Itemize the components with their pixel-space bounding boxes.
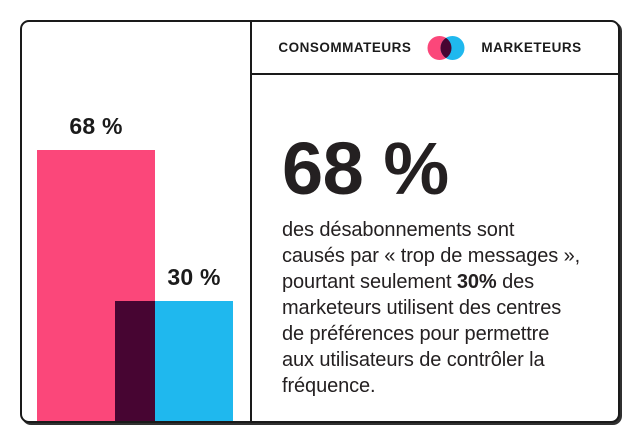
description-text: pourtant seulement xyxy=(282,271,457,293)
description-text: des xyxy=(496,271,535,293)
description-line: marketeurs utilisent des centres xyxy=(282,297,562,319)
description-line: causés par « trop de messages », xyxy=(282,245,581,267)
description-bold-stat: 30% xyxy=(456,271,497,293)
bar-overlap xyxy=(115,301,155,421)
legend-label-marketers: MARKETEURS xyxy=(481,40,582,55)
description-line: pourtant seulement 30% des xyxy=(282,269,598,295)
description-line: fréquence. xyxy=(282,375,376,397)
stat-headline: 68 % xyxy=(282,127,449,210)
stat-body: 68 % des désabonnements sont causés par … xyxy=(252,75,618,421)
venn-diagram-icon xyxy=(427,35,465,61)
description-line: de préférences pour permettre xyxy=(282,323,550,345)
description-line: aux utilisateurs de contrôler la xyxy=(282,349,545,371)
bar-value-label-consumers: 68 % xyxy=(69,112,123,139)
bar-chart: 68 % 30 % xyxy=(22,22,252,421)
legend: CONSOMMATEURS MARKETEURS xyxy=(252,22,618,75)
stat-card: 68 % 30 % CONSOMMATEURS MARKETEURS xyxy=(20,20,620,423)
description-line: des désabonnements sont xyxy=(282,219,515,241)
stat-description: des désabonnements sont causés par « tro… xyxy=(282,217,598,399)
bar-value-label-marketers: 30 % xyxy=(167,264,221,291)
stat-panel: CONSOMMATEURS MARKETEURS 68 % xyxy=(252,22,618,421)
legend-label-consumers: CONSOMMATEURS xyxy=(278,40,412,55)
